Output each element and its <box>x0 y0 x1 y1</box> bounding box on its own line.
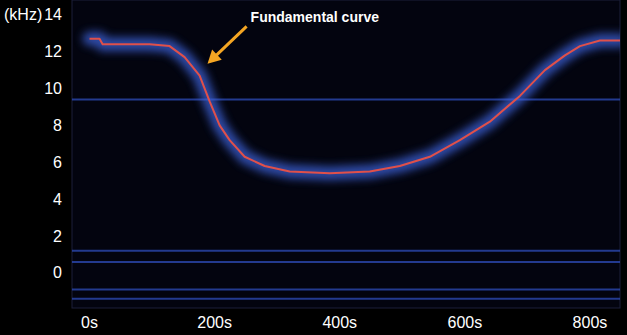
plot-area <box>72 39 620 299</box>
fundamental-curve <box>90 39 620 174</box>
annotation-text: Fundamental curve <box>251 9 380 25</box>
chart: 0 2 4 6 8 10 12 14(kHz) 0s 200s 400s 600s 800s Fundam… <box>0 0 627 335</box>
x-tick-label: 600s <box>448 314 483 331</box>
background <box>0 0 627 335</box>
y-tick-label: 14 <box>44 6 62 23</box>
energy-glow <box>90 39 620 174</box>
y-tick-label: 4 <box>53 191 62 208</box>
y-tick-label: 0 <box>53 264 62 281</box>
x-tick-label: 200s <box>197 314 232 331</box>
spectral-band <box>72 261 620 263</box>
spectral-band <box>72 298 620 300</box>
y-axis-title: (kHz) <box>4 6 42 23</box>
spectral-band <box>72 289 620 291</box>
y-tick-label: 10 <box>44 80 62 97</box>
y-tick-label: 12 <box>44 43 62 60</box>
x-tick-label: 400s <box>322 314 357 331</box>
spectral-band <box>72 250 620 252</box>
y-tick-label: 8 <box>53 117 62 134</box>
y-tick-label: 2 <box>53 228 62 245</box>
x-tick-label: 800s <box>573 314 608 331</box>
x-tick-label: 0s <box>81 314 98 331</box>
plot-frame <box>72 0 620 308</box>
annotation-arrow <box>213 26 246 58</box>
spectral-band <box>72 99 620 101</box>
y-tick-label: 6 <box>53 154 62 171</box>
annotation-arrowhead <box>208 50 222 64</box>
